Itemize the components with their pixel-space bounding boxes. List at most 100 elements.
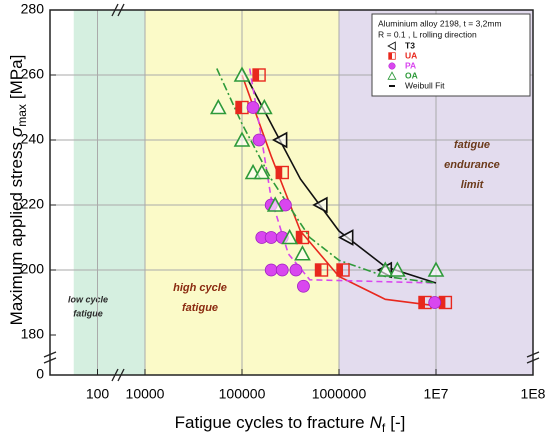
points <box>209 66 453 310</box>
point-outline <box>295 230 310 245</box>
legend-label: UA <box>405 50 417 60</box>
point-half <box>315 264 322 276</box>
legend-label: T3 <box>405 40 415 50</box>
point <box>233 131 251 147</box>
point <box>266 196 284 212</box>
x-label-unit: [-] <box>390 413 405 432</box>
point-half <box>337 264 344 276</box>
point <box>312 196 328 214</box>
region-label: fatigue <box>454 139 490 151</box>
region-label: endurance <box>444 159 500 171</box>
point <box>252 133 266 147</box>
point-half <box>276 166 283 179</box>
x-label-sub: f <box>382 421 386 435</box>
region-label: fatigue <box>73 308 103 318</box>
axis-break <box>117 3 125 17</box>
region-label: limit <box>461 179 485 191</box>
point-half <box>418 296 425 309</box>
legend-marker <box>388 52 396 60</box>
axis-break <box>526 351 540 358</box>
point <box>264 231 278 244</box>
point-half <box>439 296 446 309</box>
point <box>314 263 329 277</box>
legend-marker <box>388 62 396 70</box>
y-tick-label: 220 <box>21 196 45 212</box>
point-half <box>236 101 242 114</box>
x-axis-label: Fatigue cycles to fracture Nf [-] <box>175 413 406 435</box>
legend-box <box>371 13 531 97</box>
point <box>233 66 251 82</box>
fit-curve <box>248 68 437 284</box>
axis-break <box>43 357 57 364</box>
point <box>246 101 260 114</box>
x-tick-label: 100 <box>86 386 110 402</box>
point-half <box>388 52 392 60</box>
y-label-unit: [MPa] <box>7 55 26 99</box>
point <box>427 261 445 277</box>
point <box>264 263 278 277</box>
y-tick-label: 200 <box>21 261 45 277</box>
y-label-symbol: σ <box>7 126 26 137</box>
x-tick-label: 1E7 <box>424 386 449 402</box>
point <box>256 98 273 115</box>
point <box>281 228 299 245</box>
plot-frame <box>49 9 534 376</box>
y-tick-label: 260 <box>21 66 45 82</box>
x-tick-label: 100000 <box>219 386 266 402</box>
y-tick-label: 180 <box>21 326 45 342</box>
point <box>294 245 311 261</box>
y-label-sub: max <box>15 104 29 127</box>
point-outline <box>252 68 266 82</box>
point <box>336 263 350 277</box>
axis-break <box>111 368 119 382</box>
legend-label: Weibull Fit <box>405 80 445 90</box>
y-tick-label: 0 <box>36 366 44 382</box>
fit-curve <box>241 74 437 307</box>
y-axis-label: Maximum applied stress σmax [MPa] <box>7 55 29 326</box>
point-outline <box>336 263 350 277</box>
point-outline <box>314 263 329 277</box>
point <box>271 131 288 149</box>
axes: 0 180 200 220 240 260 280 100 10000 100000 1000000… <box>21 1 546 402</box>
x-tick-label: 1E8 <box>521 386 546 402</box>
point-half <box>253 69 260 81</box>
point <box>297 279 310 293</box>
legend-title: Aluminium alloy 2198, t = 3,2mm <box>378 18 502 28</box>
region <box>73 10 145 375</box>
point <box>376 261 394 277</box>
point-outline <box>388 52 396 60</box>
region-label: low cycle <box>68 294 108 304</box>
point <box>275 263 289 277</box>
legend-marker <box>387 71 397 80</box>
point <box>289 263 303 277</box>
point <box>337 229 354 246</box>
legend-label: OA <box>405 70 418 80</box>
point <box>253 163 271 180</box>
legend-title: R = 0.1 , L rolling direction <box>378 29 477 39</box>
y-label-text: Maximum applied stress <box>7 142 26 325</box>
point <box>428 296 442 309</box>
x-label-symbol: N <box>370 413 383 432</box>
region-label: fatigue <box>182 302 218 314</box>
y-tick-label: 240 <box>21 131 45 147</box>
axis-break <box>111 3 119 17</box>
x-tick-label: 10000 <box>126 386 165 402</box>
y-tick-label: 280 <box>21 1 45 17</box>
legend-marker <box>387 41 396 51</box>
point <box>275 165 289 180</box>
point <box>209 98 227 115</box>
region-label: high cycle <box>173 282 227 294</box>
axis-break <box>526 357 540 364</box>
x-tick-label: 1000000 <box>312 386 367 402</box>
point-half <box>296 231 303 244</box>
point <box>252 68 266 82</box>
point <box>389 261 406 277</box>
axis-break <box>43 351 57 358</box>
legend-label: PA <box>405 60 416 70</box>
point-outline <box>275 165 289 180</box>
x-label-text: Fatigue cycles to fracture <box>175 413 365 432</box>
point <box>295 230 310 245</box>
